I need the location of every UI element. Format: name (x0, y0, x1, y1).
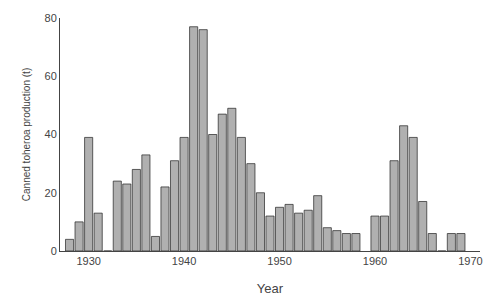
svg-text:40: 40 (45, 128, 57, 140)
svg-text:Canned toheroa production (t): Canned toheroa production (t) (21, 68, 32, 201)
svg-text:Year: Year (257, 281, 284, 296)
svg-text:0: 0 (51, 245, 57, 257)
svg-text:60: 60 (45, 70, 57, 82)
svg-text:1940: 1940 (172, 255, 196, 267)
svg-text:80: 80 (45, 12, 57, 24)
svg-text:20: 20 (45, 187, 57, 199)
svg-text:1950: 1950 (267, 255, 291, 267)
svg-text:1930: 1930 (76, 255, 100, 267)
svg-text:1960: 1960 (363, 255, 387, 267)
svg-text:1970: 1970 (458, 255, 482, 267)
